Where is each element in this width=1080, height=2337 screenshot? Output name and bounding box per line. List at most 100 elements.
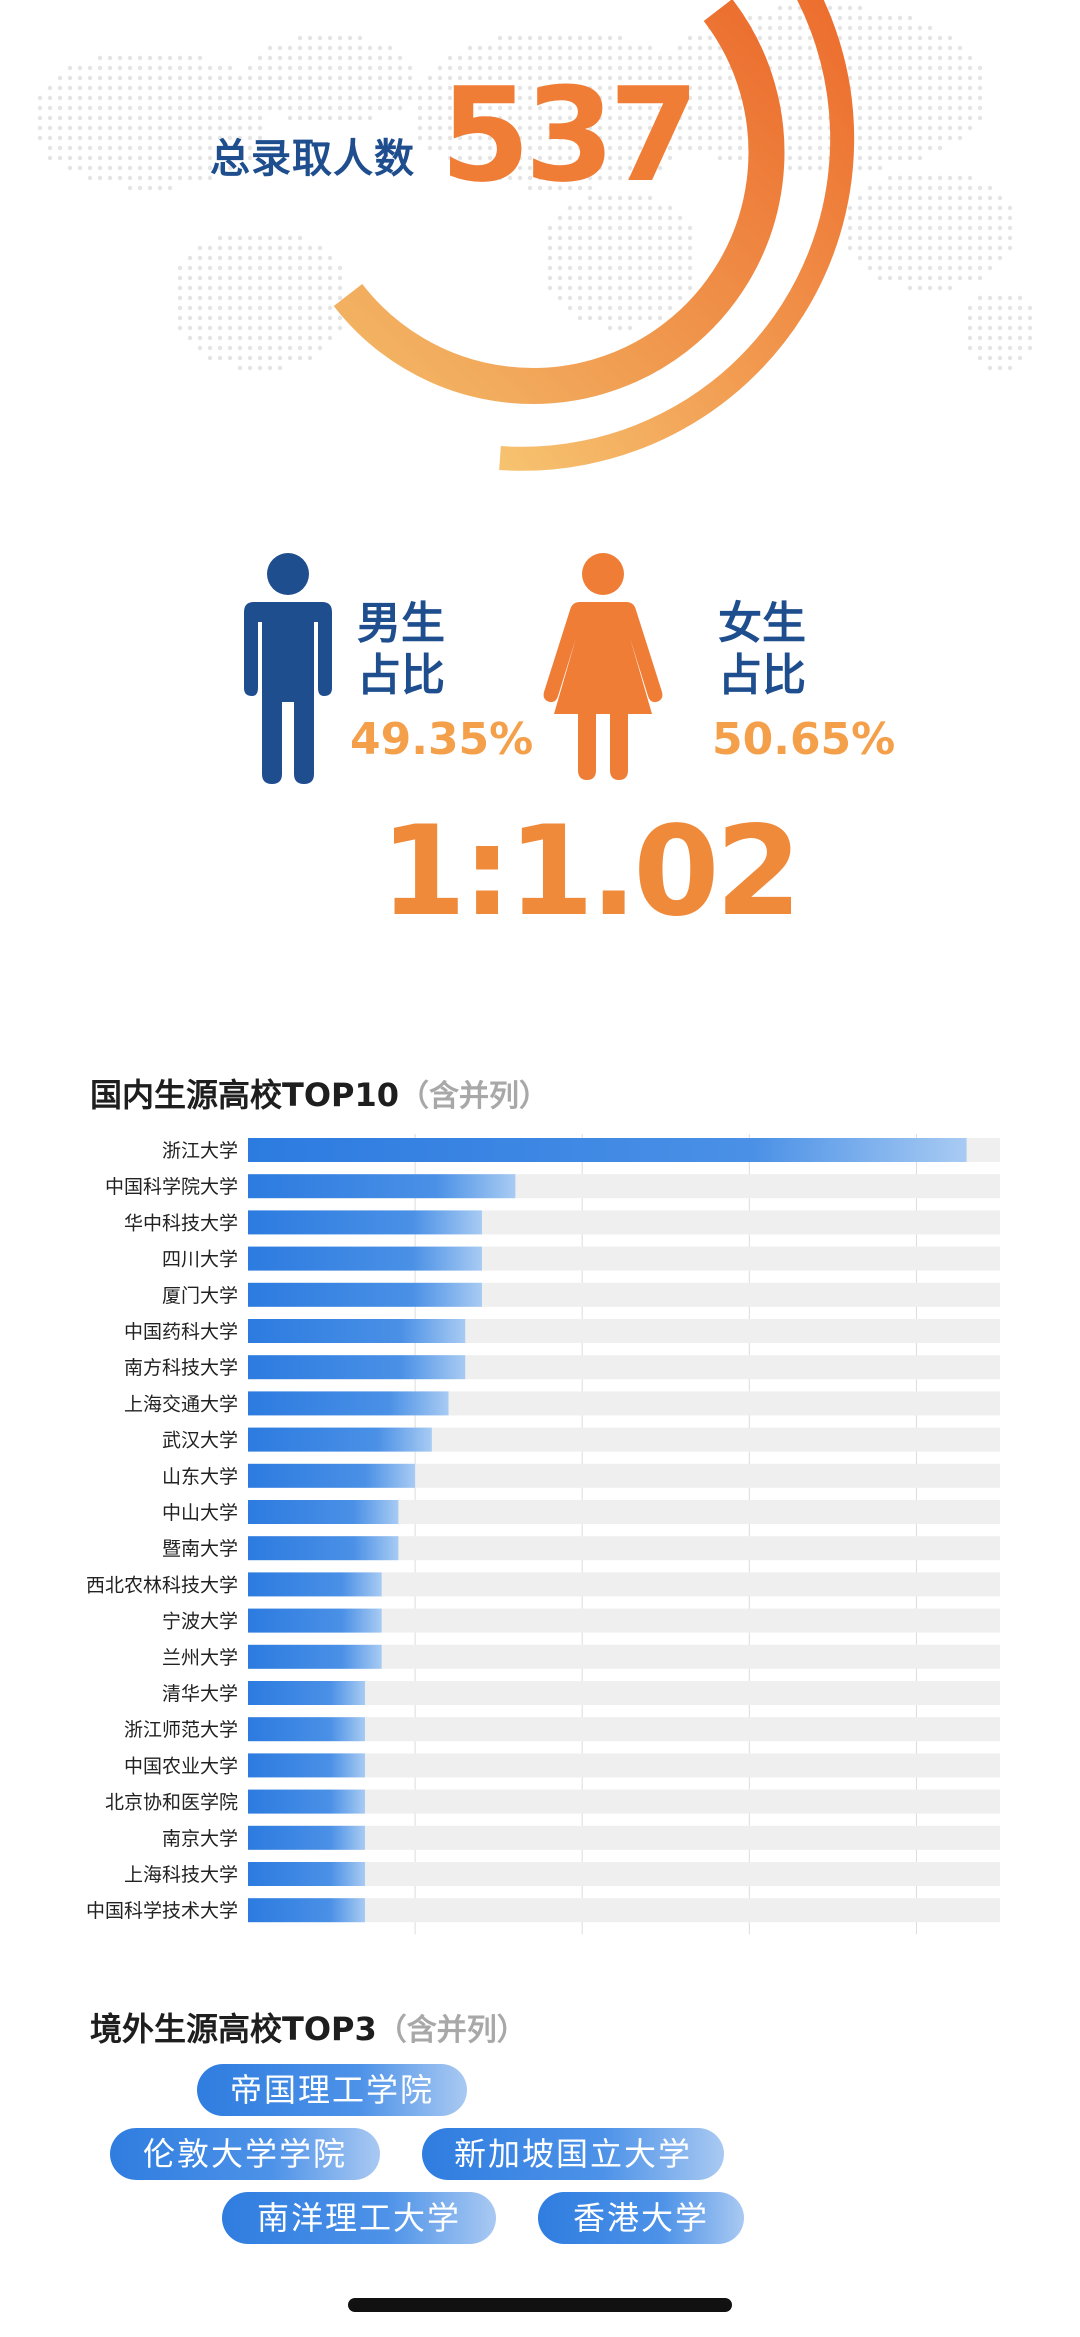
map-dot	[717, 155, 723, 161]
map-dot	[867, 165, 873, 171]
map-dot	[857, 85, 863, 91]
map-dot	[197, 325, 203, 331]
map-dot	[787, 165, 793, 171]
map-dot	[687, 115, 693, 121]
map-dot	[297, 285, 303, 291]
map-dot	[97, 135, 103, 141]
map-dot	[597, 305, 603, 311]
map-dot	[917, 75, 923, 81]
map-dot	[67, 85, 73, 91]
map-dot	[687, 145, 693, 151]
map-dot	[247, 85, 253, 91]
map-dot	[587, 245, 593, 251]
male-label-line1: 男生	[357, 598, 445, 649]
map-dot	[267, 295, 273, 301]
map-dot	[557, 95, 563, 101]
map-dot	[597, 165, 603, 171]
map-dot	[147, 75, 153, 81]
map-dot	[287, 275, 293, 281]
map-dot	[947, 75, 953, 81]
map-dot	[197, 285, 203, 291]
map-dot	[317, 295, 323, 301]
map-dot	[147, 95, 153, 101]
map-dot	[997, 255, 1003, 261]
map-dot	[807, 155, 813, 161]
map-dot	[977, 325, 983, 331]
map-dot	[497, 155, 503, 161]
map-dot	[947, 65, 953, 71]
map-dot	[197, 275, 203, 281]
map-dot	[257, 75, 263, 81]
map-dot	[957, 115, 963, 121]
map-dot	[737, 125, 743, 131]
map-dot	[847, 35, 853, 41]
map-dot	[577, 275, 583, 281]
map-dot	[447, 145, 453, 151]
map-dot	[407, 65, 413, 71]
map-dot	[127, 85, 133, 91]
map-dot	[857, 255, 863, 261]
map-dot	[877, 35, 883, 41]
map-dot	[177, 175, 183, 181]
map-dot	[977, 185, 983, 191]
map-dot	[877, 25, 883, 31]
map-dot	[137, 95, 143, 101]
map-dot	[577, 65, 583, 71]
map-dot	[567, 115, 573, 121]
map-dot	[217, 335, 223, 341]
map-dot	[647, 215, 653, 221]
map-dot	[277, 285, 283, 291]
map-dot	[967, 105, 973, 111]
map-dot	[797, 45, 803, 51]
map-dot	[737, 145, 743, 151]
map-dot	[967, 255, 973, 261]
map-dot	[67, 165, 73, 171]
map-dot	[457, 55, 463, 61]
map-dot	[627, 125, 633, 131]
map-dot	[547, 85, 553, 91]
map-dot	[537, 65, 543, 71]
map-dot	[517, 65, 523, 71]
map-dot	[307, 305, 313, 311]
map-dot	[777, 5, 783, 11]
map-dot	[367, 75, 373, 81]
map-dot	[967, 195, 973, 201]
map-dot	[677, 245, 683, 251]
map-dot	[917, 285, 923, 291]
map-dot	[477, 135, 483, 141]
map-dot	[647, 315, 653, 321]
map-dot	[897, 15, 903, 21]
map-dot	[237, 265, 243, 271]
home-indicator[interactable]	[348, 2298, 732, 2312]
map-dot	[287, 255, 293, 261]
map-dot	[647, 295, 653, 301]
map-dot	[877, 155, 883, 161]
map-dot	[697, 75, 703, 81]
map-dot	[997, 205, 1003, 211]
map-dot	[937, 65, 943, 71]
map-dot	[927, 255, 933, 261]
map-dot	[187, 325, 193, 331]
map-dot	[937, 285, 943, 291]
map-dot	[317, 85, 323, 91]
map-dot	[567, 105, 573, 111]
map-dot	[237, 335, 243, 341]
map-dot	[467, 105, 473, 111]
map-dot	[117, 155, 123, 161]
map-dot	[857, 195, 863, 201]
map-dot	[467, 75, 473, 81]
map-dot	[607, 265, 613, 271]
map-dot	[317, 55, 323, 61]
map-dot	[867, 255, 873, 261]
map-dot	[137, 155, 143, 161]
map-dot	[257, 295, 263, 301]
map-dot	[437, 105, 443, 111]
map-dot	[187, 105, 193, 111]
map-dot	[557, 175, 563, 181]
map-dot	[907, 55, 913, 61]
map-dot	[917, 255, 923, 261]
map-dot	[967, 55, 973, 61]
map-dot	[157, 85, 163, 91]
map-dot	[247, 105, 253, 111]
map-dot	[667, 265, 673, 271]
